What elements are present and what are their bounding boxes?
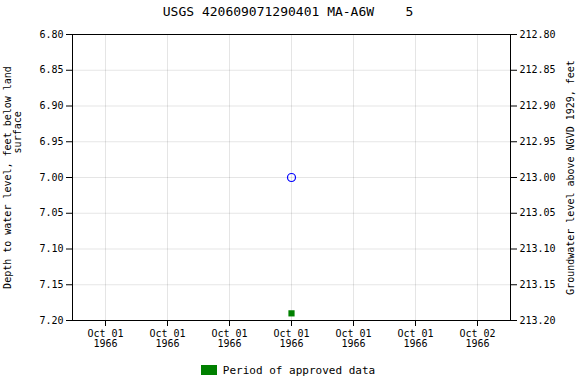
svg-text:Depth to water level, feet bel: Depth to water level, feet below land su… [2,66,23,289]
svg-text:213.15: 213.15 [520,279,556,290]
svg-text:212.95: 212.95 [520,136,556,147]
svg-text:Oct 011966: Oct 011966 [397,328,433,349]
svg-text:213.00: 213.00 [520,172,556,183]
html-text:Period of approved data: Period of approved data [222,363,376,377]
svg-text:212.90: 212.90 [520,100,556,111]
svg-text:213.10: 213.10 [520,243,556,254]
svg-text:6.90: 6.90 [39,100,63,111]
svg-text:Oct 011966: Oct 011966 [273,328,309,349]
svg-text:7.15: 7.15 [39,279,63,290]
svg-text:Oct 011966: Oct 011966 [211,328,247,349]
svg-text:Oct 011966: Oct 011966 [335,328,371,349]
svg-text:212.85: 212.85 [520,64,556,75]
html-text:USGS 420609071290401 MA-A6W 5: USGS 420609071290401 MA-A6W 5 [162,4,414,19]
svg-text:7.20: 7.20 [39,315,63,326]
svg-text:212.80: 212.80 [520,29,556,40]
svg-text:7.00: 7.00 [39,172,63,183]
svg-text:Oct 011966: Oct 011966 [87,328,123,349]
svg-text:6.95: 6.95 [39,136,63,147]
svg-text:Oct 021966: Oct 021966 [459,328,495,349]
svg-text:213.20: 213.20 [520,315,556,326]
svg-text:7.10: 7.10 [39,243,63,254]
svg-text:6.85: 6.85 [39,64,63,75]
svg-text:7.05: 7.05 [39,207,63,218]
svg-text:6.80: 6.80 [39,29,63,40]
svg-text:213.05: 213.05 [520,207,556,218]
svg-text:Groundwater level above NGVD 1: Groundwater level above NGVD 1929, feet [565,60,576,295]
svg-text:Oct 011966: Oct 011966 [149,328,185,349]
